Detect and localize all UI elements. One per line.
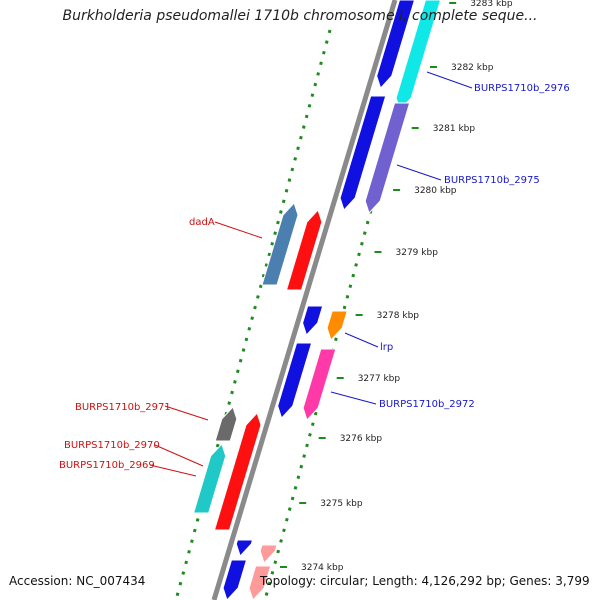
gene-feature-3[interactable] [339,95,387,211]
gene-feature-6[interactable] [285,209,323,291]
gene-feature-11[interactable] [214,406,238,442]
scale-tick-label-4: 3280 kbp [414,186,457,196]
scale-tick-label-9: 3275 kbp [320,499,363,509]
scale-tick-label-3: 3281 kbp [433,124,476,134]
gene-feature-14[interactable] [235,539,254,557]
gene-feature-13[interactable] [192,443,227,514]
map-title: Burkholderia pseudomallei 1710b chromoso… [62,8,538,24]
chromosome-backbone [211,0,398,600]
gene-feature-5[interactable] [261,202,299,286]
gene-feature-8[interactable] [326,310,348,341]
gene-label-leader-BURPS1710b_2969 [149,464,197,477]
gene-label-BURPS1710b_2975[interactable]: BURPS1710b_2975 [444,175,540,186]
scale-tick-label-5: 3279 kbp [396,248,439,258]
gene-label-leader-BURPS1710b_2971 [164,405,209,421]
gene-feature-1[interactable] [376,0,416,89]
gene-label-BURPS1710b_2972[interactable]: BURPS1710b_2972 [379,399,475,410]
scale-tick-label-6: 3278 kbp [377,311,420,321]
accession-label: Accession: NC_007434 [9,574,146,588]
scale-tick-label-7: 3277 kbp [358,374,401,384]
gene-feature-4[interactable] [364,102,411,214]
gene-label-leader-lrp [344,332,379,348]
gene-label-leader-BURPS1710b_2970 [154,444,204,467]
gene-feature-9[interactable] [277,342,313,419]
gene-feature-7[interactable] [302,305,324,336]
scale-tick-label-1: 3283 kbp [470,0,513,9]
gene-label-lrp[interactable]: lrp [380,342,393,353]
scale-tick-label-10: 3274 kbp [301,563,344,573]
gene-label-leader-BURPS1710b_2976 [426,71,473,89]
gene-label-leader-BURPS1710b_2972 [330,391,377,405]
topology-label: Topology: circular; Length: 4,126,292 bp… [260,574,590,588]
gene-label-leader-BURPS1710b_2975 [396,164,442,181]
gene-feature-10[interactable] [302,348,337,421]
gene-feature-17[interactable] [248,565,272,600]
gene-feature-16[interactable] [222,559,248,600]
gene-label-BURPS1710b_2976[interactable]: BURPS1710b_2976 [474,83,570,94]
gene-label-BURPS1710b_2971[interactable]: BURPS1710b_2971 [75,402,171,413]
gene-label-BURPS1710b_2970[interactable]: BURPS1710b_2970 [64,440,160,451]
scale-tick-label-8: 3276 kbp [340,434,383,444]
gene-feature-15[interactable] [259,544,278,564]
gene-label-BURPS1710b_2969[interactable]: BURPS1710b_2969 [59,460,155,471]
scale-tick-label-2: 3282 kbp [451,63,494,73]
gene-label-dadA[interactable]: dadA [189,217,215,228]
gene-feature-12[interactable] [213,412,262,531]
gene-label-leader-dadA [214,221,263,239]
